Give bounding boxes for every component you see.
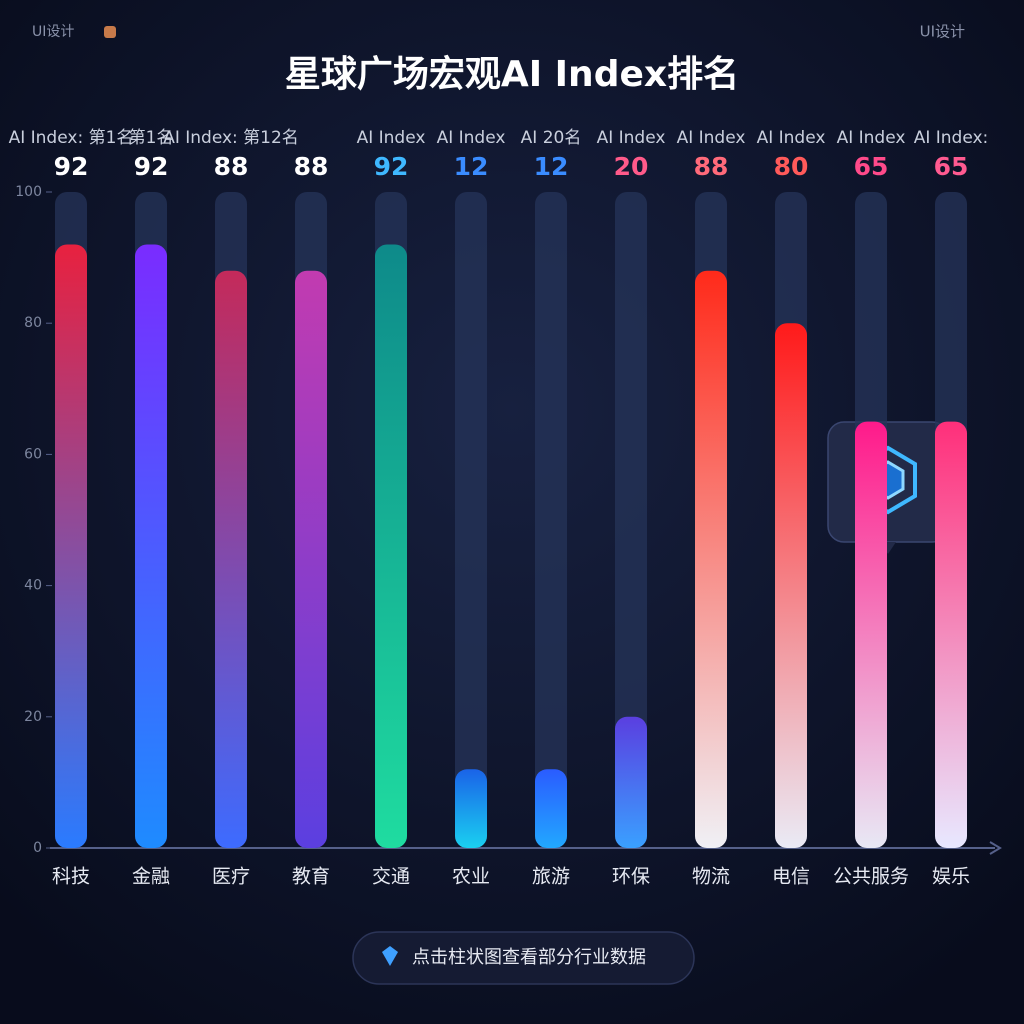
y-tick-label: 20 <box>24 709 42 725</box>
value-label: 92 <box>134 152 169 181</box>
value-label: 88 <box>294 152 329 181</box>
bar <box>55 244 87 849</box>
y-tick-label: 100 <box>15 184 42 200</box>
rank-label: AI Index <box>757 128 826 148</box>
button-bg[interactable] <box>352 931 695 985</box>
bar <box>695 270 727 849</box>
bar <box>775 323 807 848</box>
x-tick-label: 农业 <box>452 866 490 888</box>
y-tick-label: 0 <box>33 840 42 856</box>
y-tick-label: 40 <box>24 578 42 594</box>
value-label: 12 <box>534 152 569 181</box>
bar <box>215 270 247 849</box>
rank-label: AI Index: 第12名 <box>163 128 299 148</box>
value-label: 65 <box>934 152 969 181</box>
bar <box>615 716 647 848</box>
button-label[interactable]: 点击柱状图查看部分行业数据 <box>412 947 646 968</box>
bar <box>295 270 327 849</box>
bar <box>375 244 407 849</box>
bar <box>935 421 967 848</box>
value-label: 88 <box>214 152 249 181</box>
rank-label: AI Index <box>677 128 746 148</box>
x-tick-label: 教育 <box>292 866 330 888</box>
rank-label: AI Index: <box>914 128 989 148</box>
x-tick-label: 医疗 <box>212 866 250 888</box>
value-label: 12 <box>454 152 489 181</box>
header-dot <box>104 26 116 38</box>
header-left: UI设计 <box>32 24 74 40</box>
value-label: 88 <box>694 152 729 181</box>
x-tick-label: 公共服务 <box>833 866 909 888</box>
value-label: 92 <box>374 152 409 181</box>
x-tick-label: 物流 <box>692 866 730 888</box>
rank-label: AI Index <box>357 128 426 148</box>
rank-label: AI Index <box>437 128 506 148</box>
icon-card <box>827 421 949 554</box>
value-label: 20 <box>614 152 649 181</box>
bar-track <box>535 192 567 848</box>
bar <box>135 244 167 849</box>
chart-title: 星球广场宏观AI Index排名 <box>285 54 739 95</box>
button-icon <box>382 946 398 966</box>
rank-label: AI Index <box>597 128 666 148</box>
x-tick-label: 娱乐 <box>932 866 970 888</box>
rank-label: AI Index: 第1名 <box>9 128 134 148</box>
x-tick-label: 科技 <box>52 866 90 888</box>
x-tick-label: 旅游 <box>532 866 570 888</box>
rank-label: AI 20名 <box>521 128 582 148</box>
x-tick-label: 金融 <box>132 866 170 888</box>
x-tick-label: 交通 <box>372 866 410 888</box>
hint-button[interactable]: 点击柱状图查看部分行业数据 <box>352 931 695 985</box>
axis-arrow <box>989 841 1002 855</box>
header-right: UI设计 <box>920 23 965 41</box>
bar-track <box>455 192 487 848</box>
value-label: 65 <box>854 152 889 181</box>
value-label: 92 <box>54 152 89 181</box>
rank-label: AI Index <box>837 128 906 148</box>
bar <box>455 769 487 848</box>
bar-track <box>615 192 647 848</box>
rank-label: 第1名 <box>129 128 174 148</box>
value-label: 80 <box>774 152 809 181</box>
bar <box>535 769 567 848</box>
y-tick-label: 60 <box>24 446 42 462</box>
y-tick-label: 80 <box>24 315 42 331</box>
bar <box>855 421 887 848</box>
x-tick-label: 环保 <box>612 866 650 888</box>
x-tick-label: 电信 <box>772 866 810 888</box>
